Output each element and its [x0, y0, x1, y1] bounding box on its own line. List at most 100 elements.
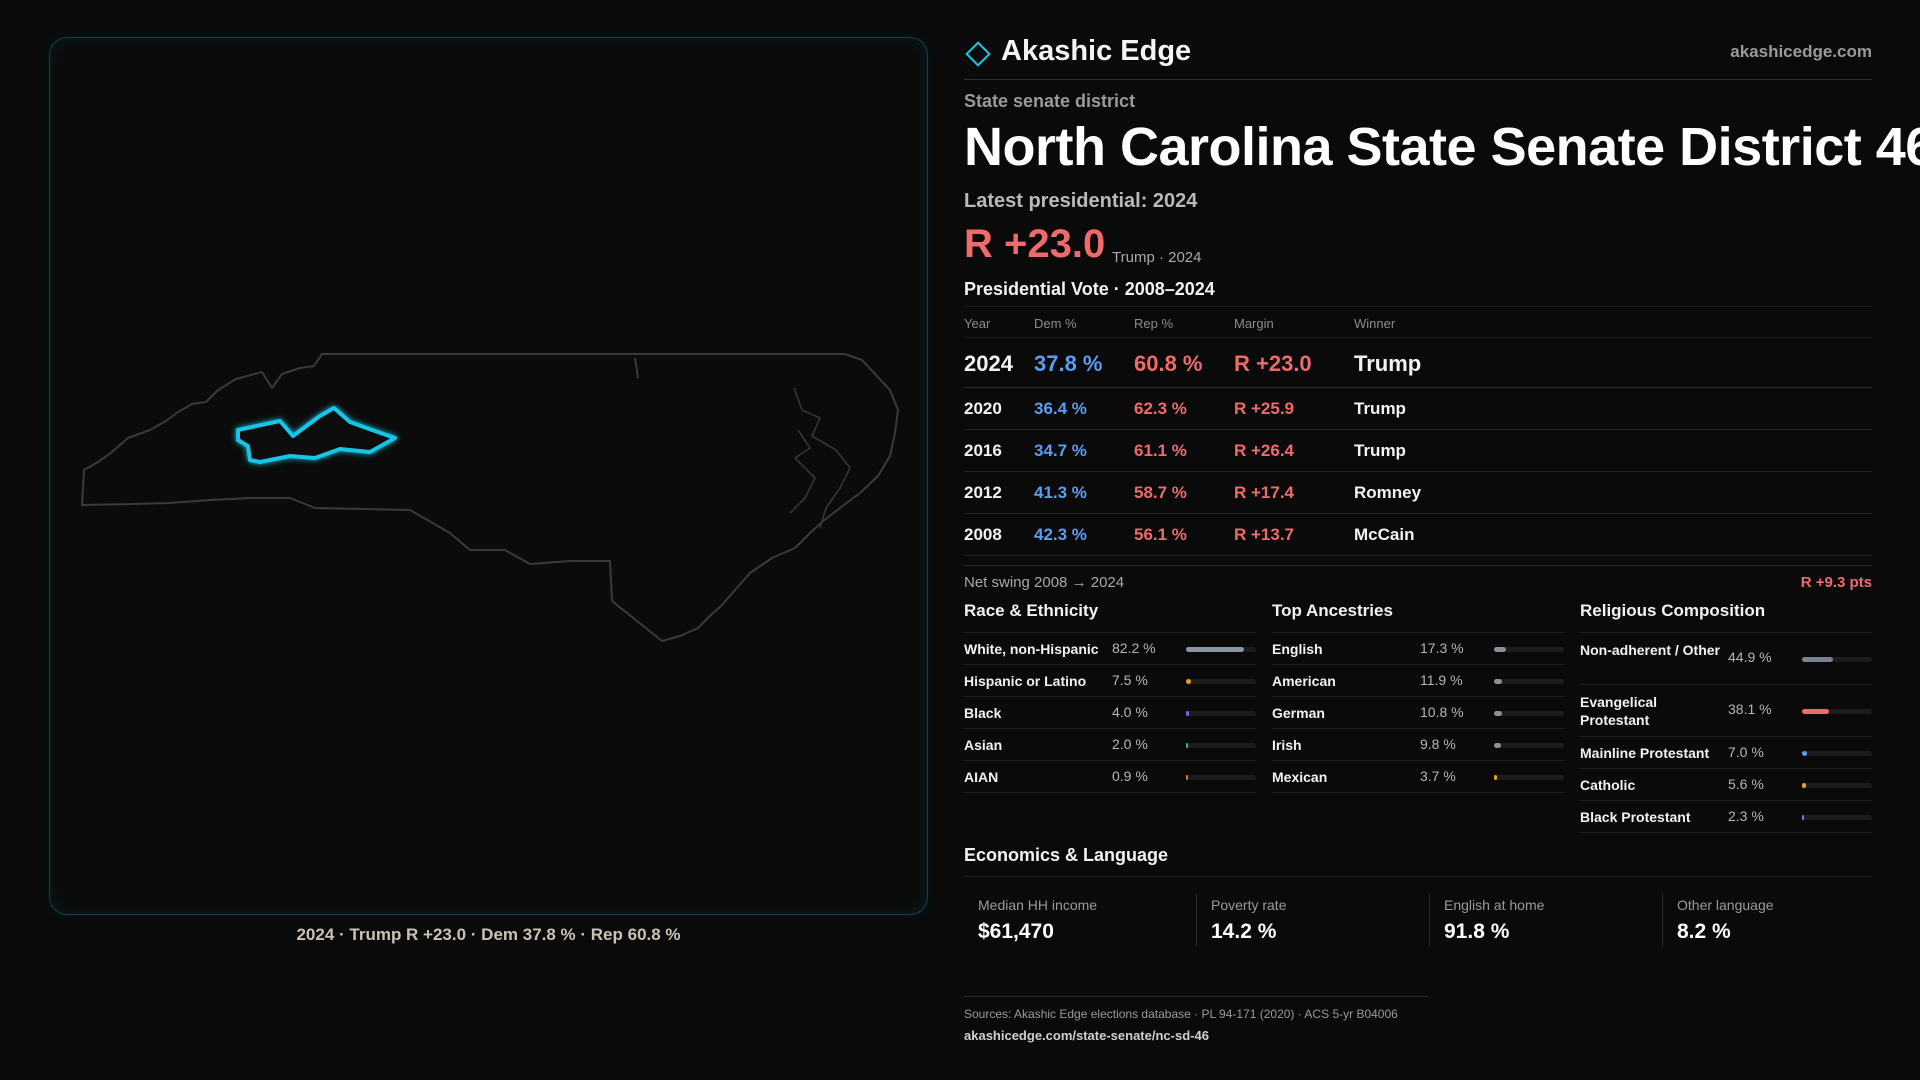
percent-bar — [1802, 657, 1872, 662]
percent-bar — [1802, 751, 1872, 756]
percent-bar — [1186, 775, 1256, 780]
list-item-percent: 10.8 % — [1420, 704, 1464, 720]
vote-table-header: Year Dem % Rep % Margin Winner — [964, 306, 1872, 338]
state-map — [81, 353, 899, 642]
percent-bar-fill — [1802, 751, 1807, 756]
map-caption: 2024 · Trump R +23.0 · Dem 37.8 % · Rep … — [296, 925, 681, 944]
table-row: 2012 41.3 % 58.7 % R +17.4 Romney — [964, 472, 1872, 514]
econ-stat-label: Poverty rate — [1211, 897, 1287, 913]
percent-bar-fill — [1494, 679, 1503, 684]
state-outline — [81, 353, 899, 642]
year-cell: 2020 — [964, 399, 1002, 418]
percent-bar-fill — [1802, 783, 1806, 788]
col-rep-header: Rep % — [1134, 316, 1174, 331]
list-item: AIAN 0.9 % — [964, 761, 1256, 793]
list-item-label: Non-adherent / Other — [1580, 642, 1721, 658]
col-margin-header: Margin — [1234, 316, 1274, 331]
list-item-percent: 44.9 % — [1728, 649, 1772, 665]
race-list: White, non-Hispanic 82.2 % Hispanic or Lat… — [964, 633, 1256, 793]
economics-heading: Economics & Language — [964, 845, 1169, 865]
col-dem-header: Dem % — [1034, 316, 1077, 331]
list-item-percent: 2.0 % — [1112, 736, 1148, 752]
table-row: 2020 36.4 % 62.3 % R +25.9 Trump — [964, 388, 1872, 430]
list-item-label: Catholic — [1580, 777, 1636, 793]
district-46-outline[interactable] — [236, 406, 397, 464]
percent-bar-fill — [1494, 775, 1497, 780]
list-item-label: White, non-Hispanic — [964, 641, 1099, 657]
race-ethnicity-heading: Race & Ethnicity — [964, 601, 1256, 633]
list-item-label: Mexican — [1272, 769, 1328, 785]
list-item: Catholic 5.6 % — [1580, 769, 1872, 801]
source-url-link[interactable]: akashicedge.com/state-senate/nc-sd-46 — [964, 1028, 1209, 1043]
list-item-label: Asian — [964, 737, 1003, 753]
brand-header: Akashic Edge akashicedge.com — [964, 30, 1872, 80]
percent-bar-fill — [1186, 679, 1192, 684]
percent-bar-fill — [1802, 815, 1804, 820]
percent-bar — [1494, 679, 1564, 684]
list-item-label: English — [1272, 641, 1323, 657]
list-item-percent: 17.3 % — [1420, 640, 1464, 656]
econ-stat-label: English at home — [1444, 897, 1545, 913]
percent-bar-fill — [1186, 647, 1244, 652]
list-item: White, non-Hispanic 82.2 % — [964, 633, 1256, 665]
district-type-label: State senate district — [964, 91, 1136, 111]
economics-row: Median HH income $61,470 Poverty rate 14… — [964, 876, 1872, 952]
dem-pct-cell: 37.8 % — [1034, 351, 1103, 376]
econ-stat: Poverty rate 14.2 % — [1196, 893, 1406, 947]
list-item-percent: 7.5 % — [1112, 672, 1148, 688]
percent-bar — [1494, 647, 1564, 652]
net-swing-row: Net swing 2008 → 2024 R +9.3 pts — [964, 565, 1872, 595]
religion-list: Non-adherent / Other 44.9 % Evangelical Pr… — [1580, 633, 1872, 833]
col-winner-header: Winner — [1354, 316, 1396, 331]
econ-stat-value: 14.2 % — [1211, 920, 1277, 943]
list-item-label: American — [1272, 673, 1336, 689]
latest-margin-value: R +23.0 — [964, 222, 1106, 266]
list-item-percent: 11.9 % — [1420, 672, 1463, 688]
rep-pct-cell: 60.8 % — [1134, 351, 1203, 376]
year-cell: 2008 — [964, 525, 1002, 544]
list-item-percent: 4.0 % — [1112, 704, 1148, 720]
list-item-label: Evangelical Protestant — [1580, 694, 1658, 728]
percent-bar — [1186, 679, 1256, 684]
rep-pct-cell: 61.1 % — [1134, 441, 1187, 460]
list-item-percent: 2.3 % — [1728, 808, 1764, 824]
list-item-label: Hispanic or Latino — [964, 673, 1087, 689]
percent-bar — [1802, 783, 1872, 788]
ancestry-heading: Top Ancestries — [1272, 601, 1564, 633]
percent-bar — [1186, 647, 1256, 652]
list-item: Mexican 3.7 % — [1272, 761, 1564, 793]
margin-cell: R +25.9 — [1234, 399, 1295, 418]
econ-stat-label: Median HH income — [978, 897, 1098, 913]
econ-stat-value: $61,470 — [978, 920, 1054, 943]
list-item: Black Protestant 2.3 % — [1580, 801, 1872, 833]
map-panel[interactable] — [49, 37, 928, 915]
rep-pct-cell: 56.1 % — [1134, 525, 1187, 544]
list-item-label: Black — [964, 705, 1002, 721]
list-item: Asian 2.0 % — [964, 729, 1256, 761]
winner-cell: Trump — [1354, 399, 1406, 418]
year-cell: 2024 — [964, 351, 1013, 376]
winner-cell: Trump — [1354, 351, 1422, 376]
brand-url-link[interactable]: akashicedge.com — [1730, 42, 1872, 61]
percent-bar — [1186, 711, 1256, 716]
percent-bar-fill — [1186, 743, 1188, 748]
econ-stat-label: Other language — [1677, 897, 1774, 913]
percent-bar — [1494, 775, 1564, 780]
percent-bar — [1494, 743, 1564, 748]
table-row: 2008 42.3 % 56.1 % R +13.7 McCain — [964, 514, 1872, 556]
list-item-label: German — [1272, 705, 1325, 721]
list-item: Black 4.0 % — [964, 697, 1256, 729]
outer-banks-outline — [789, 387, 851, 529]
percent-bar — [1186, 743, 1256, 748]
percent-bar-fill — [1494, 647, 1507, 652]
margin-cell: R +13.7 — [1234, 525, 1295, 544]
list-item: Hispanic or Latino 7.5 % — [964, 665, 1256, 697]
list-item: English 17.3 % — [1272, 633, 1564, 665]
page-title: North Carolina State Senate District 46 — [964, 117, 1920, 177]
brand-name[interactable]: Akashic Edge — [1001, 35, 1192, 67]
list-item: Irish 9.8 % — [1272, 729, 1564, 761]
rep-pct-cell: 58.7 % — [1134, 483, 1187, 502]
list-item: Mainline Protestant 7.0 % — [1580, 737, 1872, 769]
margin-cell: R +23.0 — [1234, 351, 1312, 376]
race-ethnicity-panel: Race & Ethnicity White, non-Hispanic 82.2… — [964, 601, 1256, 793]
